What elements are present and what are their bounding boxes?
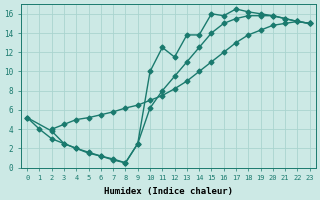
X-axis label: Humidex (Indice chaleur): Humidex (Indice chaleur) xyxy=(104,187,233,196)
